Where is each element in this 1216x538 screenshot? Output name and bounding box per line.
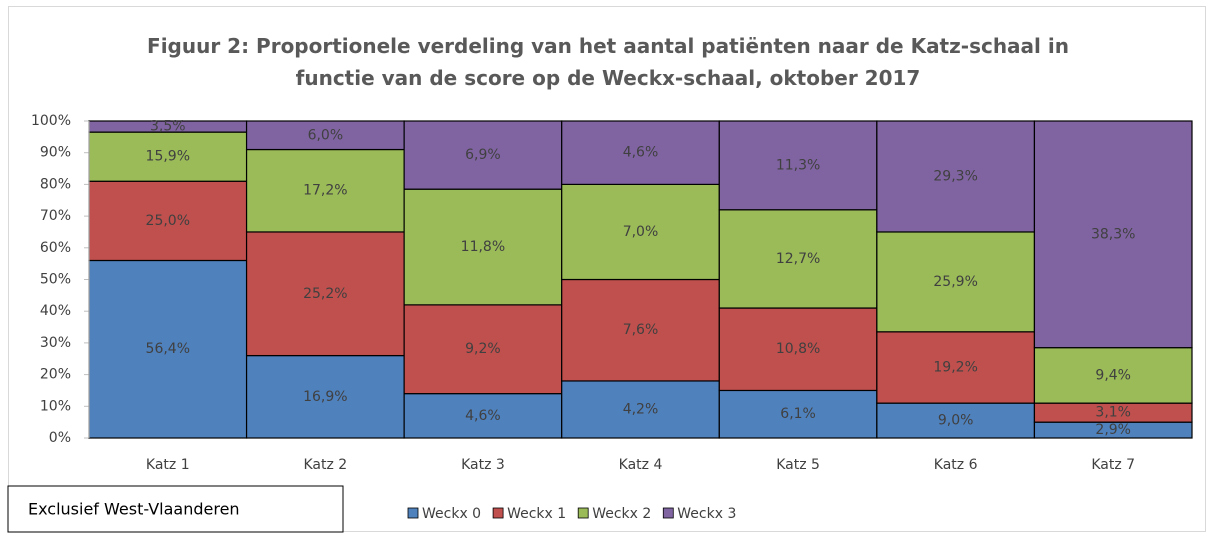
- bar-segment: [88, 259, 248, 439]
- bar-segment: [245, 354, 405, 439]
- y-tick-label: 60%: [40, 240, 71, 256]
- segment-label: 3,1%: [1095, 405, 1131, 421]
- bar-segment: [561, 278, 720, 382]
- legend-label: Weckx 3: [677, 506, 736, 522]
- bar-segment: [561, 380, 720, 439]
- x-tick-label: Katz 2: [303, 457, 347, 473]
- note: Exclusief West-Vlaanderen: [28, 500, 240, 519]
- segment-label: 4,6%: [465, 408, 501, 424]
- bar-segment: [718, 389, 878, 439]
- segment-label: 12,7%: [776, 251, 820, 267]
- bar-segment: [245, 231, 405, 357]
- bar-segment: [561, 183, 720, 281]
- y-tick-label: 70%: [40, 208, 71, 224]
- y-tick-label: 80%: [40, 176, 71, 192]
- segment-label: 6,1%: [780, 406, 816, 422]
- y-tick-label: 100%: [31, 113, 71, 129]
- segment-label: 19,2%: [933, 359, 977, 375]
- bar-segment: [403, 304, 563, 395]
- segment-label: 6,9%: [465, 147, 501, 163]
- segment-label: 29,3%: [933, 168, 977, 184]
- note-box: [7, 485, 344, 533]
- y-tick-label: 40%: [40, 303, 71, 319]
- x-tick-label: Katz 3: [461, 457, 505, 473]
- segment-label: 9,0%: [938, 413, 974, 429]
- bar-segment: [403, 188, 563, 306]
- bar-segment: [876, 331, 1036, 404]
- segment-label: 16,9%: [303, 389, 347, 405]
- segment-label: 2,9%: [1095, 422, 1131, 438]
- y-tick-label: 30%: [40, 335, 71, 351]
- x-tick-label: Katz 4: [619, 457, 663, 473]
- chart-frame: [8, 6, 1206, 532]
- segment-label: 11,8%: [461, 239, 505, 255]
- segment-label: 25,0%: [146, 213, 190, 229]
- segment-label: 11,3%: [776, 157, 820, 173]
- segment-label: 4,6%: [623, 145, 659, 161]
- y-tick-label: 0%: [49, 430, 71, 446]
- segment-label: 7,6%: [623, 322, 659, 338]
- bar-segment: [1033, 120, 1193, 349]
- legend-label: Weckx 1: [507, 506, 566, 522]
- segment-label: 3,5%: [150, 119, 186, 135]
- segment-label: 38,3%: [1091, 226, 1135, 242]
- legend-label: Weckx 2: [592, 506, 651, 522]
- bar-segment: [561, 120, 720, 186]
- legend-swatch: [492, 507, 504, 519]
- x-tick-label: Katz 5: [776, 457, 820, 473]
- legend-swatch: [407, 507, 419, 519]
- segment-label: 4,2%: [623, 401, 659, 417]
- bar-segment: [718, 307, 878, 392]
- bar-segment: [403, 393, 563, 439]
- segment-label: 6,0%: [308, 127, 344, 143]
- bar-segment: [403, 120, 563, 190]
- segment-label: 25,2%: [303, 286, 347, 302]
- legend-swatch: [662, 507, 674, 519]
- y-tick-label: 50%: [40, 272, 71, 288]
- x-tick-label: Katz 7: [1091, 457, 1135, 473]
- segment-label: 15,9%: [146, 149, 190, 165]
- bar-segment: [245, 120, 405, 151]
- segment-label: 17,2%: [303, 183, 347, 199]
- segment-label: 9,4%: [1095, 367, 1131, 383]
- y-tick-label: 10%: [40, 398, 71, 414]
- legend-swatch: [577, 507, 589, 519]
- segment-label: 9,2%: [465, 341, 501, 357]
- legend-label: Weckx 0: [422, 506, 481, 522]
- y-tick-label: 90%: [40, 145, 71, 161]
- segment-label: 10,8%: [776, 341, 820, 357]
- y-tick-label: 20%: [40, 367, 71, 383]
- bar-segment: [718, 209, 878, 309]
- chart-title: Figuur 2: Proportionele verdeling van he…: [147, 34, 1069, 90]
- segment-label: 25,9%: [933, 274, 977, 290]
- bar-segment: [718, 120, 878, 211]
- x-tick-label: Katz 1: [146, 457, 190, 473]
- bar-segment: [876, 402, 1036, 439]
- x-tick-label: Katz 6: [934, 457, 978, 473]
- segment-label: 7,0%: [623, 224, 659, 240]
- segment-label: 56,4%: [146, 341, 190, 357]
